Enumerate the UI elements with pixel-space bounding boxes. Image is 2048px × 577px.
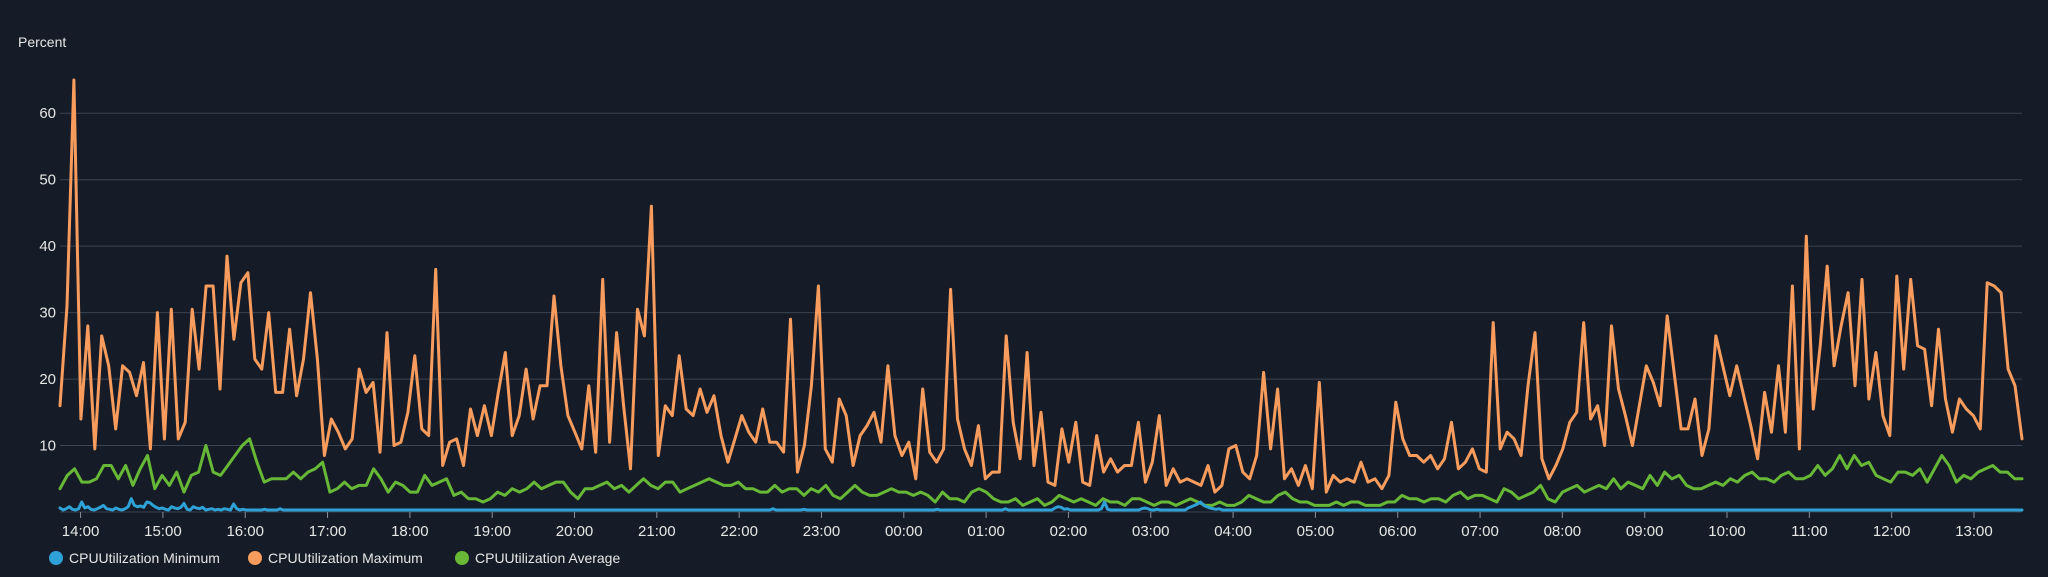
legend-swatch [248, 551, 262, 565]
x-tick-label: 11:00 [1791, 523, 1827, 540]
legend-label: CPUUtilization Minimum [69, 550, 220, 566]
y-tick-label: 60 [39, 105, 56, 122]
x-tick-label: 04:00 [1214, 523, 1252, 540]
x-tick-label: 15:00 [144, 523, 182, 540]
x-tick-label: 13:00 [1955, 523, 1993, 540]
x-tick-label: 05:00 [1297, 523, 1335, 540]
x-tick-label: 03:00 [1132, 523, 1170, 540]
x-tick-label: 08:00 [1544, 523, 1582, 540]
x-tick-label: 06:00 [1379, 523, 1417, 540]
legend-label: CPUUtilization Maximum [268, 550, 423, 566]
x-tick-label: 12:00 [1873, 523, 1911, 540]
x-tick-label: 14:00 [62, 523, 100, 540]
x-tick-label: 20:00 [556, 523, 594, 540]
x-tick-label: 23:00 [803, 523, 841, 540]
y-tick-label: 50 [39, 172, 56, 189]
x-tick-label: 19:00 [473, 523, 511, 540]
series-line-cpuutilization-average[interactable] [58, 437, 2024, 507]
y-axis-label: Percent [18, 34, 66, 50]
x-tick-label: 10:00 [1708, 523, 1746, 540]
legend-item[interactable]: CPUUtilization Minimum [49, 550, 220, 566]
y-tick-label: 30 [39, 305, 56, 322]
x-tick-label: 09:00 [1626, 523, 1664, 540]
x-tick-label: 22:00 [720, 523, 758, 540]
x-tick-label: 00:00 [885, 523, 923, 540]
x-tick-label: 07:00 [1461, 523, 1499, 540]
series-line-cpuutilization-minimum[interactable] [58, 497, 2024, 512]
legend-item[interactable]: CPUUtilization Maximum [248, 550, 423, 566]
y-tick-label: 10 [39, 438, 56, 455]
y-tick-label: 40 [39, 238, 56, 255]
x-tick-label: 17:00 [309, 523, 347, 540]
x-tick-label: 02:00 [1050, 523, 1088, 540]
legend-item[interactable]: CPUUtilization Average [455, 550, 620, 566]
x-tick-label: 21:00 [638, 523, 676, 540]
legend-swatch [455, 551, 469, 565]
x-tick-label: 18:00 [391, 523, 429, 540]
series-line-cpuutilization-maximum[interactable] [58, 78, 2024, 494]
x-tick-label: 01:00 [967, 523, 1005, 540]
y-tick-label: 20 [39, 371, 56, 388]
legend-label: CPUUtilization Average [475, 550, 620, 566]
legend-swatch [49, 551, 63, 565]
x-tick-label: 16:00 [226, 523, 264, 540]
